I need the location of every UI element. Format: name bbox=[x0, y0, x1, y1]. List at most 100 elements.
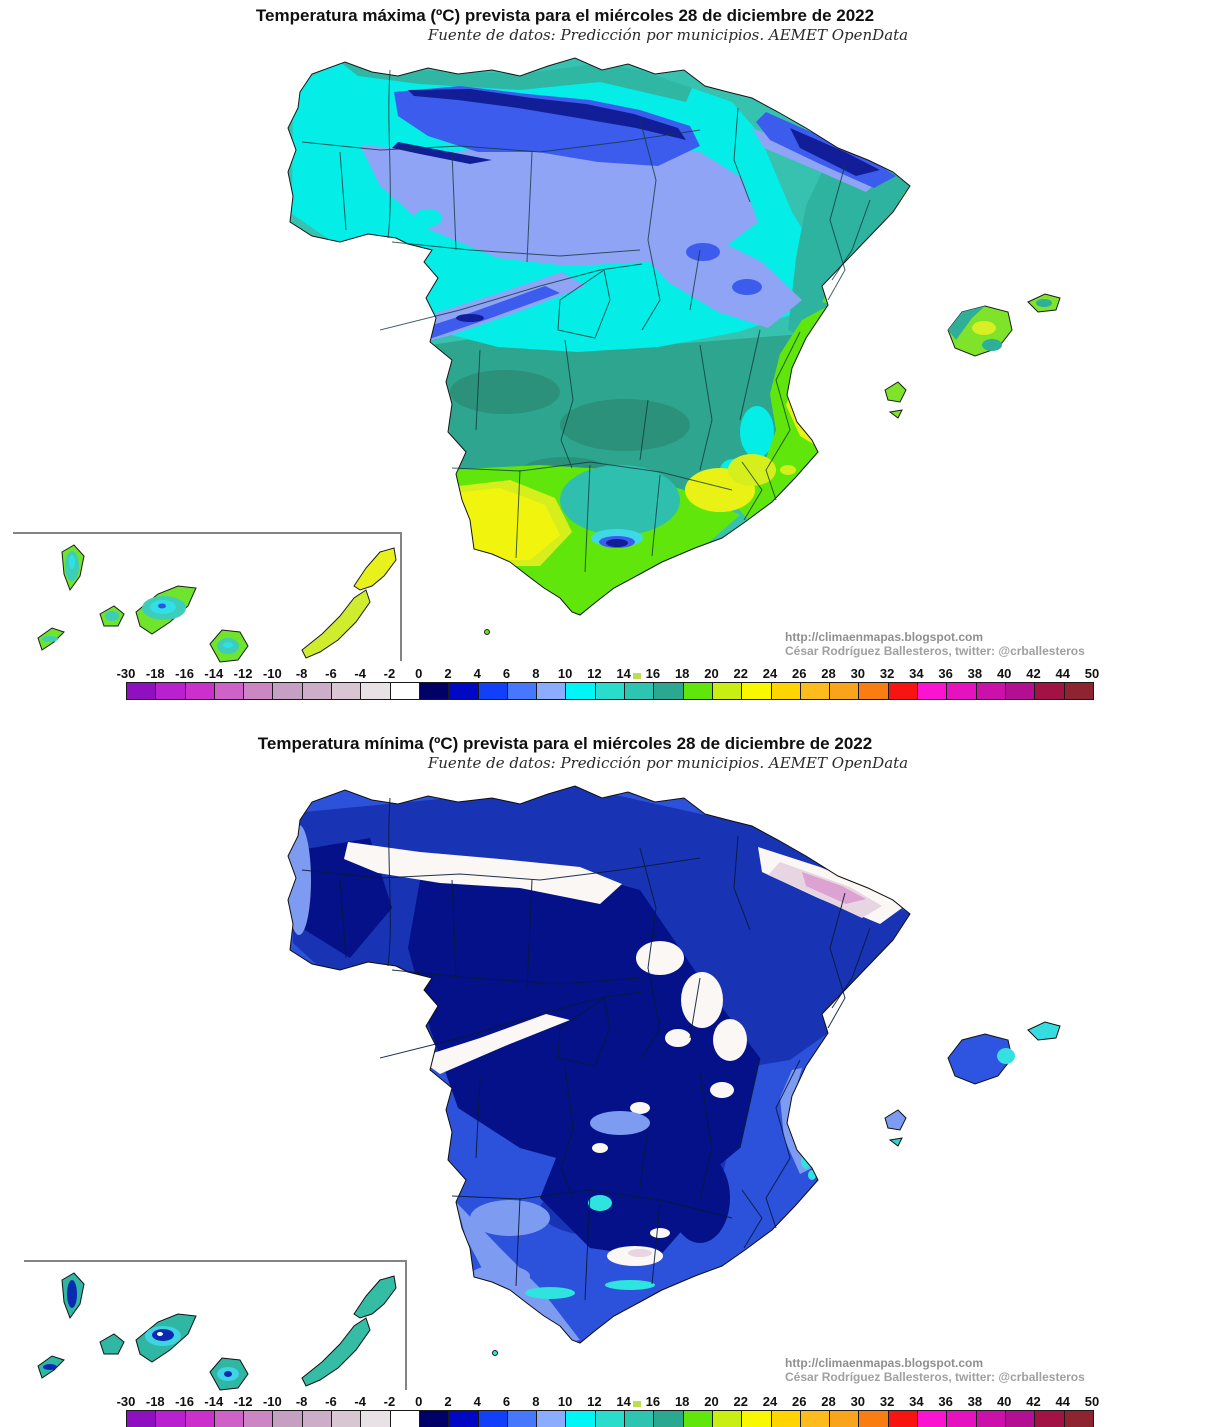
legend-tick-label: 24 bbox=[762, 666, 778, 681]
legend-segment bbox=[361, 683, 391, 699]
legend-segment bbox=[712, 683, 743, 699]
legend-segment bbox=[214, 1411, 245, 1427]
legend-segment bbox=[537, 683, 567, 699]
legend-segment bbox=[185, 683, 215, 699]
legend-segment bbox=[390, 1411, 420, 1427]
legend-segment bbox=[976, 683, 1006, 699]
temperature-scale-max: -30 -18 -16 -14 -12 -10 -8 -6 -4 -2 0 2 4 6 8 10 12 14 16 1… bbox=[117, 666, 1099, 700]
legend-segment bbox=[302, 683, 333, 699]
legend-segment bbox=[244, 683, 274, 699]
legend-tick-label: 0 bbox=[415, 666, 423, 681]
legend-tick-label: -8 bbox=[295, 666, 308, 681]
legend-segment bbox=[918, 683, 948, 699]
north-coast-strip bbox=[340, 62, 692, 102]
legend-tick-label: 26 bbox=[792, 666, 807, 681]
legend-color-bar bbox=[126, 682, 1094, 700]
legend-segment bbox=[654, 1411, 684, 1427]
min-map-credit: http://climaenmapas.blogspot.com César R… bbox=[785, 1356, 1085, 1384]
legend-tick-label: -4 bbox=[354, 666, 366, 681]
min-map-fill-regions bbox=[288, 786, 910, 1343]
legend-segment bbox=[830, 1411, 860, 1427]
legend-segment bbox=[1005, 683, 1036, 699]
legend-tick-label: 28 bbox=[821, 1394, 836, 1409]
legend-tick-label: 18 bbox=[674, 666, 690, 681]
legend-tick-label: 10 bbox=[557, 666, 573, 681]
legend-tick-label: 4 bbox=[473, 666, 481, 681]
legend-segment bbox=[478, 683, 508, 699]
max-map-title: Temperatura máxima (ºC) prevista para el… bbox=[255, 6, 875, 25]
legend-segment bbox=[595, 1411, 626, 1427]
legend-tick-label: 20 bbox=[704, 1394, 719, 1409]
pink-pyrenees bbox=[802, 872, 866, 904]
legend-tick-label: -2 bbox=[383, 1394, 396, 1409]
legend-segment bbox=[361, 1411, 391, 1427]
legend-tick-label: 20 bbox=[704, 666, 719, 681]
legend-tick-label: 40 bbox=[996, 1394, 1012, 1409]
legend-tick-label: -6 bbox=[325, 666, 337, 681]
max-map-credit: http://climaenmapas.blogspot.com César R… bbox=[785, 630, 1085, 658]
legend-tick-label: 24 bbox=[762, 1394, 778, 1409]
legend-marker-dot bbox=[633, 1401, 641, 1407]
legend-segment bbox=[214, 683, 245, 699]
legend-segment bbox=[742, 1411, 772, 1427]
legend-segment bbox=[947, 1411, 977, 1427]
legend-segment bbox=[302, 1411, 333, 1427]
legend-tick-label: 44 bbox=[1055, 1394, 1070, 1409]
legend-tick-label: -12 bbox=[233, 666, 253, 681]
legend-segment bbox=[390, 683, 420, 699]
ceuta-dot bbox=[484, 629, 490, 635]
legend-segment bbox=[625, 1411, 655, 1427]
legend-tick-label: 14 bbox=[616, 1394, 631, 1409]
legend-segment bbox=[332, 1411, 362, 1427]
legend-tick-label: 30 bbox=[850, 666, 866, 681]
legend-tick-label: 34 bbox=[909, 666, 924, 681]
legend-segment bbox=[537, 1411, 567, 1427]
legend-tick-label: 10 bbox=[557, 1394, 573, 1409]
legend-tick-label: -12 bbox=[233, 1394, 253, 1409]
legend-segment bbox=[1064, 683, 1093, 699]
legend-segment bbox=[449, 683, 479, 699]
legend-segment bbox=[1035, 1411, 1065, 1427]
legend-tick-label: -16 bbox=[175, 666, 194, 681]
legend-segment bbox=[1035, 683, 1065, 699]
legend-tick-label: 40 bbox=[996, 666, 1012, 681]
legend-segment bbox=[976, 1411, 1006, 1427]
legend-tick-label: 32 bbox=[879, 1394, 895, 1409]
legend-segment bbox=[156, 683, 186, 699]
legend-tick-label: -8 bbox=[295, 1394, 308, 1409]
credit-author: César Rodríguez Ballesteros, twitter: @c… bbox=[785, 1370, 1085, 1384]
legend-segment bbox=[712, 1411, 743, 1427]
legend-segment bbox=[918, 1411, 948, 1427]
legend-tick-label: 2 bbox=[444, 1394, 452, 1409]
legend-tick-label: 16 bbox=[645, 1394, 661, 1409]
legend-segment bbox=[771, 1411, 801, 1427]
legend-tick-label: 38 bbox=[967, 1394, 983, 1409]
legend-tick-label: 38 bbox=[967, 666, 983, 681]
legend-tick-label: 42 bbox=[1026, 1394, 1041, 1409]
legend-tick-label: -30 bbox=[116, 1394, 136, 1409]
legend-tick-label: 8 bbox=[532, 666, 540, 681]
legend-tick-label: 22 bbox=[733, 1394, 748, 1409]
temperature-scale-min: -30 -18 -16 -14 -12 -10 -8 -6 -4 -2 0 2 4 6 8 10 12 14 16 1… bbox=[117, 1394, 1100, 1427]
min-temperature-map bbox=[24, 785, 1061, 1391]
ceuta-dot bbox=[492, 1350, 498, 1356]
legend-tick-label: -30 bbox=[116, 666, 136, 681]
legend-segment bbox=[507, 683, 538, 699]
max-temperature-map bbox=[13, 57, 1061, 663]
legend-tick-label: 2 bbox=[444, 666, 452, 681]
legend-segment bbox=[830, 683, 860, 699]
legend-segment bbox=[742, 683, 772, 699]
legend-segment bbox=[683, 683, 713, 699]
legend-tick-label: 50 bbox=[1084, 1394, 1100, 1409]
legend-marker-dot bbox=[633, 673, 641, 679]
canary-inset-frame bbox=[24, 1260, 407, 1390]
legend-tick-label: 8 bbox=[532, 1394, 540, 1409]
legend-tick-label: -10 bbox=[262, 666, 282, 681]
balearic-islands bbox=[884, 293, 1061, 419]
credit-url: http://climaenmapas.blogspot.com bbox=[785, 1356, 984, 1370]
sierra-nevada-peak bbox=[591, 529, 643, 548]
legend-segment bbox=[566, 683, 596, 699]
legend-segment bbox=[127, 1411, 157, 1427]
legend-tick-labels: -30 -18 -16 -14 -12 -10 -8 -6 -4 -2 0 2 4 6 8 10 12 14 16 1… bbox=[117, 1394, 1100, 1410]
